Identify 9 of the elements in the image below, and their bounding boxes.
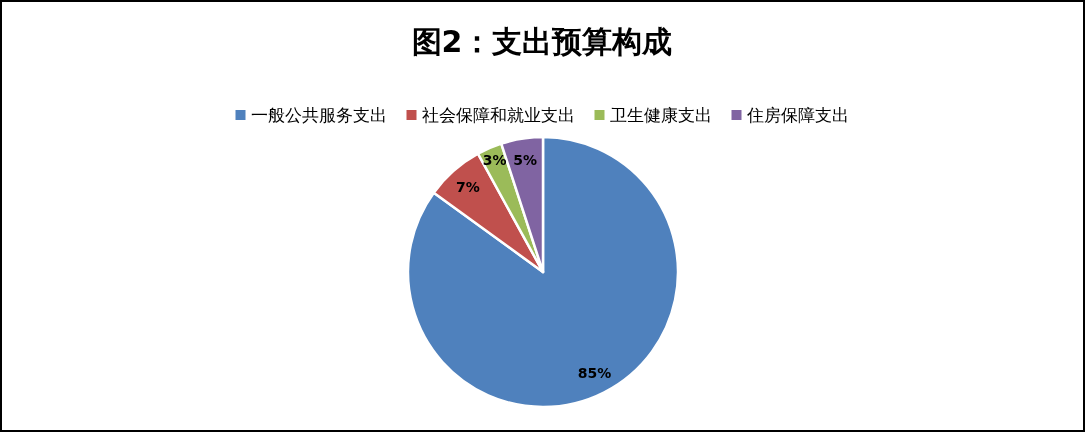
data-label: 5% bbox=[513, 152, 538, 168]
legend-label: 卫生健康支出 bbox=[609, 105, 712, 125]
legend-label: 一般公共服务支出 bbox=[250, 105, 387, 125]
legend-label: 住房保障支出 bbox=[745, 105, 849, 125]
chart-title: 图2：支出预算构成 bbox=[411, 24, 673, 59]
pie-slice bbox=[406, 135, 680, 409]
data-label: 7% bbox=[456, 178, 480, 195]
data-label: 85% bbox=[577, 365, 612, 382]
legend-label: 社会保障和就业支出 bbox=[421, 105, 575, 125]
